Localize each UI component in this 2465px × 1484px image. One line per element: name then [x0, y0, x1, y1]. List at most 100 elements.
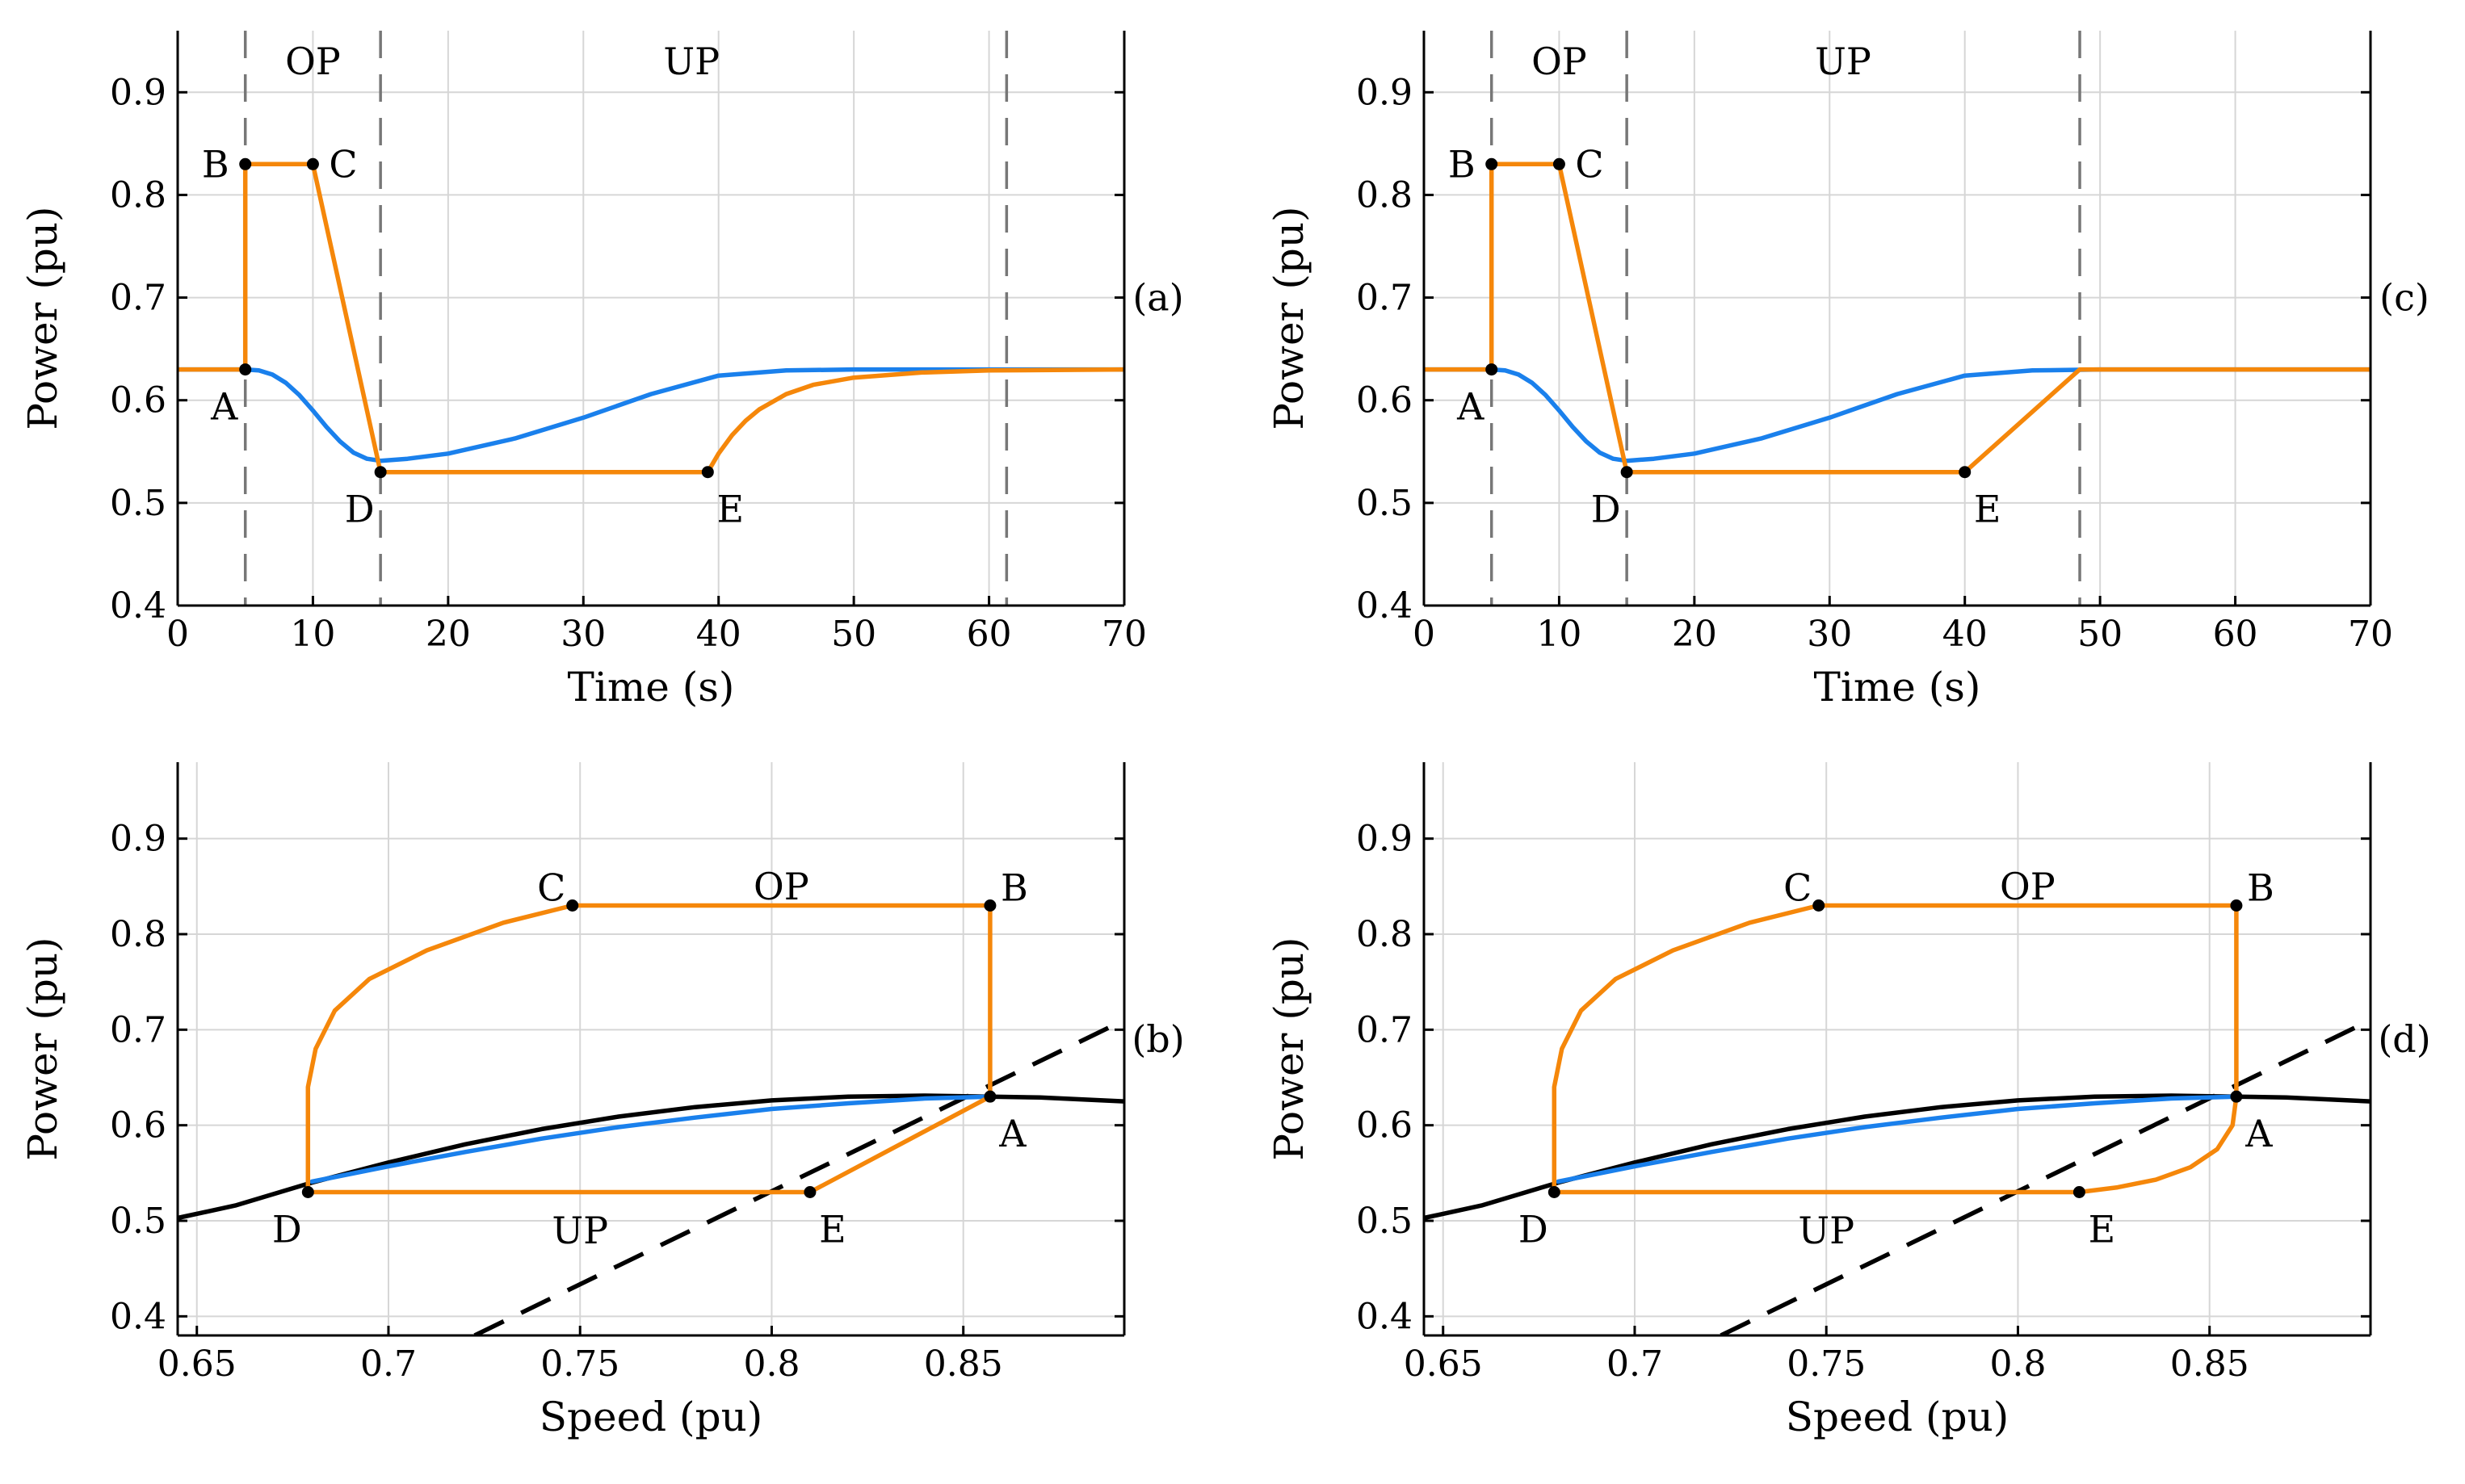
- point-label-b: B: [1448, 142, 1476, 186]
- y-tick-label: 0.6: [110, 1105, 166, 1147]
- x-tick-label: 0.85: [2170, 1344, 2249, 1385]
- point-marker-e: [701, 466, 714, 479]
- point-label-d: D: [1518, 1208, 1548, 1251]
- point-marker-b: [2230, 899, 2243, 912]
- series-line-blue: [178, 367, 1124, 463]
- panel-tag: (b): [1132, 1017, 1184, 1061]
- y-axis-label: Power (pu): [1266, 206, 1312, 430]
- y-tick-label: 0.8: [1356, 914, 1413, 955]
- series-line-black: [178, 1093, 1124, 1221]
- y-tick-label: 0.8: [110, 914, 166, 955]
- y-tick-label: 0.5: [1356, 1201, 1413, 1242]
- point-marker-e: [1959, 466, 1972, 479]
- x-tick-label: 0.85: [924, 1344, 1003, 1385]
- series-line-orange: [305, 903, 993, 1195]
- point-label-c: C: [1575, 142, 1603, 186]
- series-line-blue: [1424, 367, 2371, 463]
- series-line-blue: [1556, 1094, 2239, 1184]
- point-label-a: A: [2245, 1112, 2273, 1155]
- x-tick-label: 0: [1413, 614, 1435, 655]
- x-tick-label: 30: [1807, 614, 1852, 655]
- y-tick-label: 0.9: [110, 72, 166, 113]
- point-marker-e: [2072, 1186, 2085, 1198]
- x-tick-label: 0.8: [1989, 1344, 2046, 1385]
- point-marker-b: [984, 899, 997, 912]
- chart-panel-c: 0 10 20 30 40 50 60 70 0.4 0.5 0.6 0.7 0.8 0.9 Time (s…: [1266, 31, 2429, 711]
- point-label-c: C: [537, 866, 565, 910]
- point-label-c: C: [329, 142, 357, 186]
- point-marker-b: [239, 157, 252, 170]
- point-marker-c: [566, 899, 579, 912]
- panel-tag: (a): [1132, 276, 1183, 320]
- region-label-up: UP: [663, 40, 720, 83]
- y-tick-label: 0.8: [110, 174, 166, 216]
- x-tick-label: 10: [1536, 614, 1581, 655]
- x-tick-label: 0.8: [743, 1344, 800, 1385]
- y-tick-label: 0.6: [1356, 1105, 1413, 1147]
- y-tick-label: 0.7: [1356, 1009, 1413, 1050]
- x-tick-label: 20: [426, 614, 471, 655]
- point-label-b: B: [2247, 866, 2274, 910]
- region-label-op: OP: [1531, 40, 1587, 83]
- x-axis-label: Time (s): [568, 664, 735, 711]
- point-label-a: A: [210, 385, 238, 429]
- x-axis-label: Speed (pu): [540, 1394, 763, 1440]
- y-tick-label: 0.5: [110, 483, 166, 524]
- x-tick-label: 0.7: [360, 1344, 417, 1385]
- series-line-orange: [1552, 903, 2239, 1195]
- point-label-e: E: [2089, 1208, 2116, 1251]
- chart-panel-a: 0 10 20 30 40 50 60 70 0.4 0.5 0.6 0.7 0.8 0.9 Time (s…: [19, 31, 1184, 711]
- x-tick-label: 0.75: [1787, 1344, 1866, 1385]
- x-tick-label: 70: [2348, 614, 2393, 655]
- y-tick-label: 0.7: [1356, 278, 1413, 319]
- point-label-d: D: [272, 1208, 302, 1251]
- y-tick-label: 0.4: [1356, 585, 1413, 627]
- x-tick-label: 0: [166, 614, 189, 655]
- y-tick-label: 0.9: [1356, 72, 1413, 113]
- x-axis-label: Speed (pu): [1786, 1394, 2009, 1440]
- region-label-op: OP: [2000, 865, 2056, 908]
- panel-tag: (d): [2378, 1017, 2430, 1061]
- x-tick-label: 20: [1672, 614, 1717, 655]
- point-marker-d: [1620, 466, 1633, 479]
- region-label-up: UP: [552, 1209, 608, 1252]
- x-tick-label: 50: [2077, 614, 2123, 655]
- point-label-e: E: [1974, 488, 2001, 531]
- point-label-e: E: [717, 488, 745, 531]
- point-marker-a: [1485, 363, 1498, 376]
- y-axis-label: Power (pu): [1266, 937, 1312, 1160]
- y-tick-label: 0.9: [110, 819, 166, 860]
- point-label-d: D: [345, 488, 375, 531]
- x-tick-label: 0.75: [540, 1344, 619, 1385]
- point-marker-a: [2230, 1090, 2243, 1103]
- series-line-black-dashed: [1720, 1018, 2371, 1335]
- point-label-e: E: [819, 1208, 846, 1251]
- point-marker-a: [984, 1090, 997, 1103]
- x-tick-label: 0.65: [157, 1344, 237, 1385]
- y-axis-label: Power (pu): [19, 937, 66, 1160]
- region-label-op: OP: [285, 40, 341, 83]
- series-line-orange: [1424, 161, 2371, 475]
- point-marker-c: [1812, 899, 1825, 912]
- x-axis-label: Time (s): [1814, 664, 1981, 711]
- y-tick-label: 0.4: [110, 585, 166, 627]
- y-tick-label: 0.5: [1356, 483, 1413, 524]
- x-tick-label: 50: [831, 614, 876, 655]
- y-tick-label: 0.6: [1356, 380, 1413, 421]
- y-tick-label: 0.7: [110, 278, 166, 319]
- point-label-d: D: [1591, 488, 1621, 531]
- chart-panel-d: 0.65 0.7 0.75 0.8 0.85 0.4 0.5 0.6 0.7 0.8 0.9 Spee…: [1266, 762, 2431, 1440]
- x-tick-label: 70: [1102, 614, 1147, 655]
- y-tick-label: 0.8: [1356, 174, 1413, 216]
- region-label-up: UP: [1798, 1209, 1854, 1252]
- x-tick-label: 30: [561, 614, 606, 655]
- y-tick-label: 0.4: [110, 1296, 166, 1337]
- point-label-b: B: [1001, 866, 1028, 910]
- point-label-a: A: [1456, 385, 1484, 429]
- x-tick-label: 10: [290, 614, 335, 655]
- y-tick-label: 0.9: [1356, 819, 1413, 860]
- x-tick-label: 0.7: [1606, 1344, 1663, 1385]
- point-marker-a: [239, 363, 252, 376]
- point-marker-c: [1552, 157, 1565, 170]
